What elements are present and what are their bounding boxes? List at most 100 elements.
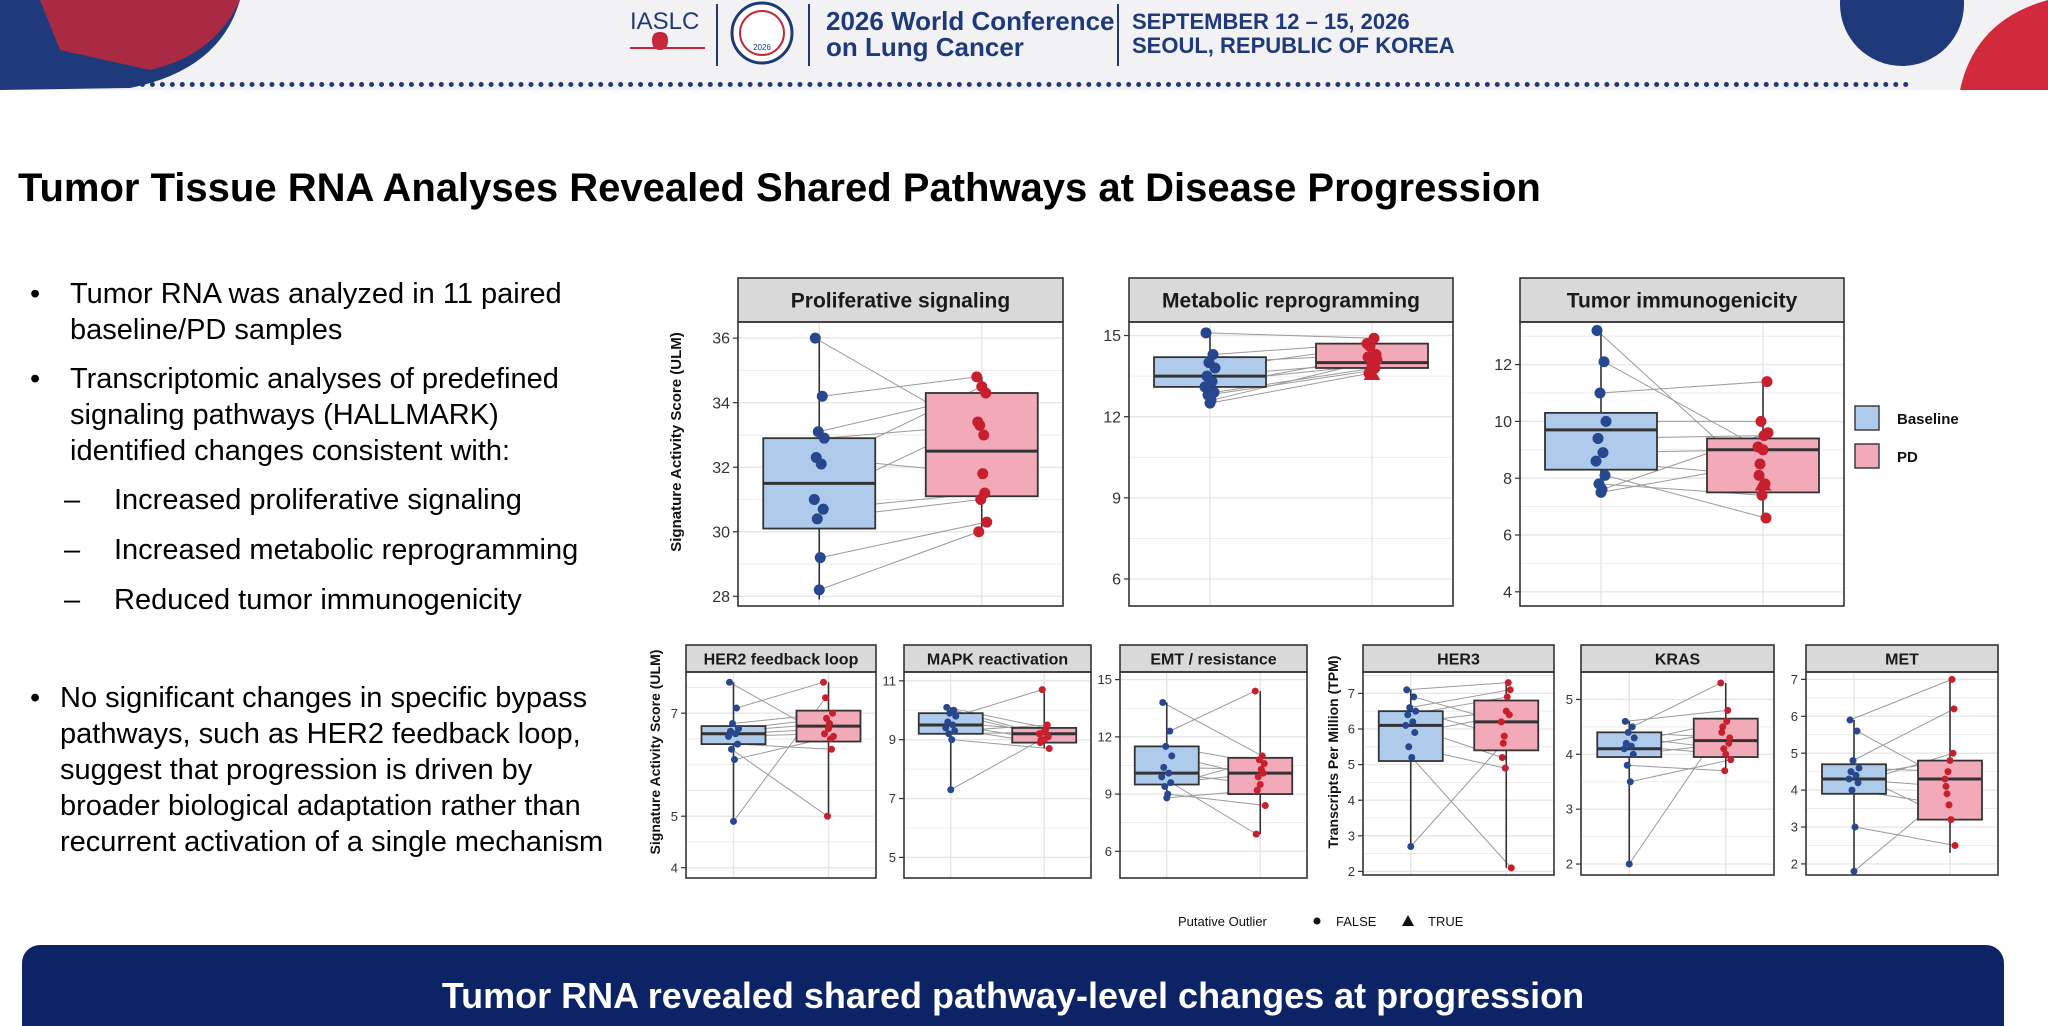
footer-banner: Tumor RNA revealed shared pathway-level … — [22, 945, 2004, 1026]
y-tick-label: 9 — [889, 732, 896, 747]
pair-line — [820, 521, 987, 559]
banner-separator — [1117, 4, 1119, 66]
bullet-text-line: broader biological adaptation rather tha… — [60, 790, 581, 822]
panel-frame — [1519, 321, 1845, 607]
y-tick-label: 15 — [1098, 672, 1112, 687]
data-point-pd — [1261, 802, 1269, 810]
pair-line — [1167, 793, 1266, 807]
data-point-baseline — [1409, 718, 1417, 726]
panel-frame — [903, 671, 1092, 879]
y-tick-label: 10 — [1494, 414, 1512, 431]
bullet-text-line: Increased proliferative signaling — [114, 484, 522, 516]
banner-right-arc — [1960, 0, 2048, 90]
data-point-pd — [1252, 830, 1260, 838]
data-point-pd — [1756, 489, 1768, 501]
pair-line — [1632, 682, 1721, 728]
slide-title: Tumor Tissue RNA Analyses Revealed Share… — [18, 166, 1541, 210]
pair-line — [1409, 689, 1511, 709]
box-baseline — [1133, 745, 1200, 786]
data-point-pd — [1755, 415, 1767, 427]
bullet-marker: • — [30, 682, 41, 714]
data-point-pd — [1501, 764, 1509, 772]
banner-decoration: 2026 — [0, 0, 2048, 90]
y-tick-label: 7 — [1348, 686, 1355, 701]
seal-year: 2026 — [753, 43, 771, 52]
conference-title: 2026 World Conference — [826, 6, 1115, 36]
legend-label: Baseline — [1897, 411, 1959, 428]
data-point-baseline — [817, 503, 829, 515]
data-point-pd — [1499, 739, 1507, 747]
data-point-baseline — [814, 552, 826, 564]
chart-panel: MAPK reactivation 5 7 9 11 — [883, 644, 1092, 879]
y-tick-label: 7 — [1791, 672, 1798, 687]
data-point-pd — [1507, 864, 1515, 872]
y-tick-label: 2 — [1348, 864, 1355, 879]
data-point-baseline — [1628, 723, 1636, 731]
lungs-icon — [652, 32, 668, 50]
banner-right-circle — [1840, 0, 1964, 66]
pair-line — [1630, 759, 1731, 783]
data-point-baseline — [1855, 764, 1863, 772]
data-point-pd — [1944, 768, 1952, 776]
y-tick-label: 6 — [1503, 528, 1512, 545]
legend-swatch — [1854, 443, 1880, 469]
y-tick-label: 28 — [712, 589, 730, 606]
y-tick-label: 5 — [1791, 746, 1798, 761]
data-point-pd — [1945, 801, 1953, 809]
data-point-pd — [1043, 721, 1051, 729]
data-point-baseline — [1846, 716, 1854, 724]
outlier-legend-false: FALSE — [1336, 914, 1377, 929]
data-point-pd — [1717, 679, 1725, 687]
y-tick-label: 5 — [671, 809, 678, 824]
data-point-pd — [1045, 745, 1053, 753]
data-point-pd — [1256, 781, 1264, 789]
chart-panel: Metabolic reprogramming 6 9 12 15 — [1103, 277, 1454, 607]
data-point-pd — [1500, 732, 1508, 740]
y-tick-label: 8 — [1503, 471, 1512, 488]
panel-title: Metabolic reprogramming — [1162, 290, 1420, 313]
data-point-baseline — [734, 740, 741, 748]
data-point-baseline — [818, 432, 830, 444]
data-point-baseline — [1402, 721, 1410, 729]
panel-title: EMT / resistance — [1150, 651, 1276, 668]
data-point-pd — [1947, 816, 1955, 824]
data-point-pd — [1949, 749, 1957, 757]
data-point-baseline — [1854, 779, 1862, 787]
data-point-pd — [1760, 512, 1772, 524]
data-point-pd — [976, 381, 988, 393]
conference-subtitle: on Lung Cancer — [826, 32, 1024, 62]
bullet-text-line: recurrent activation of a single mechani… — [60, 826, 604, 858]
data-point-baseline — [1594, 387, 1606, 399]
chart-panels: Proliferative signaling2830323436Signatu… — [647, 277, 1999, 929]
pair-line — [951, 739, 1050, 750]
data-point-baseline — [1403, 686, 1411, 694]
bullet-marker: – — [64, 584, 81, 616]
pair-line — [1849, 678, 1953, 721]
data-point-pd — [1762, 427, 1774, 439]
data-point-baseline — [1408, 753, 1416, 761]
legend-triangle-icon — [1402, 915, 1414, 926]
y-tick-label: 7 — [671, 706, 678, 721]
data-point-baseline — [946, 709, 954, 717]
data-point-baseline — [947, 786, 955, 794]
data-point-baseline — [1592, 432, 1604, 444]
data-point-pd — [824, 812, 831, 820]
pair-line — [1410, 742, 1504, 847]
y-tick-label: 3 — [1566, 802, 1573, 817]
data-point-pd — [1037, 736, 1045, 744]
data-point-pd — [1371, 354, 1383, 366]
y-tick-label: 34 — [712, 395, 730, 412]
y-tick-label: 6 — [1348, 722, 1355, 737]
bullet-marker: – — [64, 484, 81, 516]
data-point-baseline — [1620, 745, 1628, 753]
bullet-text-line: signaling pathways (HALLMARK) — [70, 399, 499, 431]
conference-banner: 2026 IASLC 2026 World Conference on Lung… — [0, 0, 2048, 90]
data-point-baseline — [730, 817, 737, 825]
data-point-baseline — [809, 332, 821, 344]
data-point-baseline — [725, 732, 732, 740]
data-point-baseline — [1163, 794, 1171, 802]
pair-line — [950, 739, 1042, 791]
y-tick-label: 5 — [1348, 757, 1355, 772]
data-point-pd — [1254, 773, 1262, 781]
data-point-baseline — [1159, 699, 1167, 707]
